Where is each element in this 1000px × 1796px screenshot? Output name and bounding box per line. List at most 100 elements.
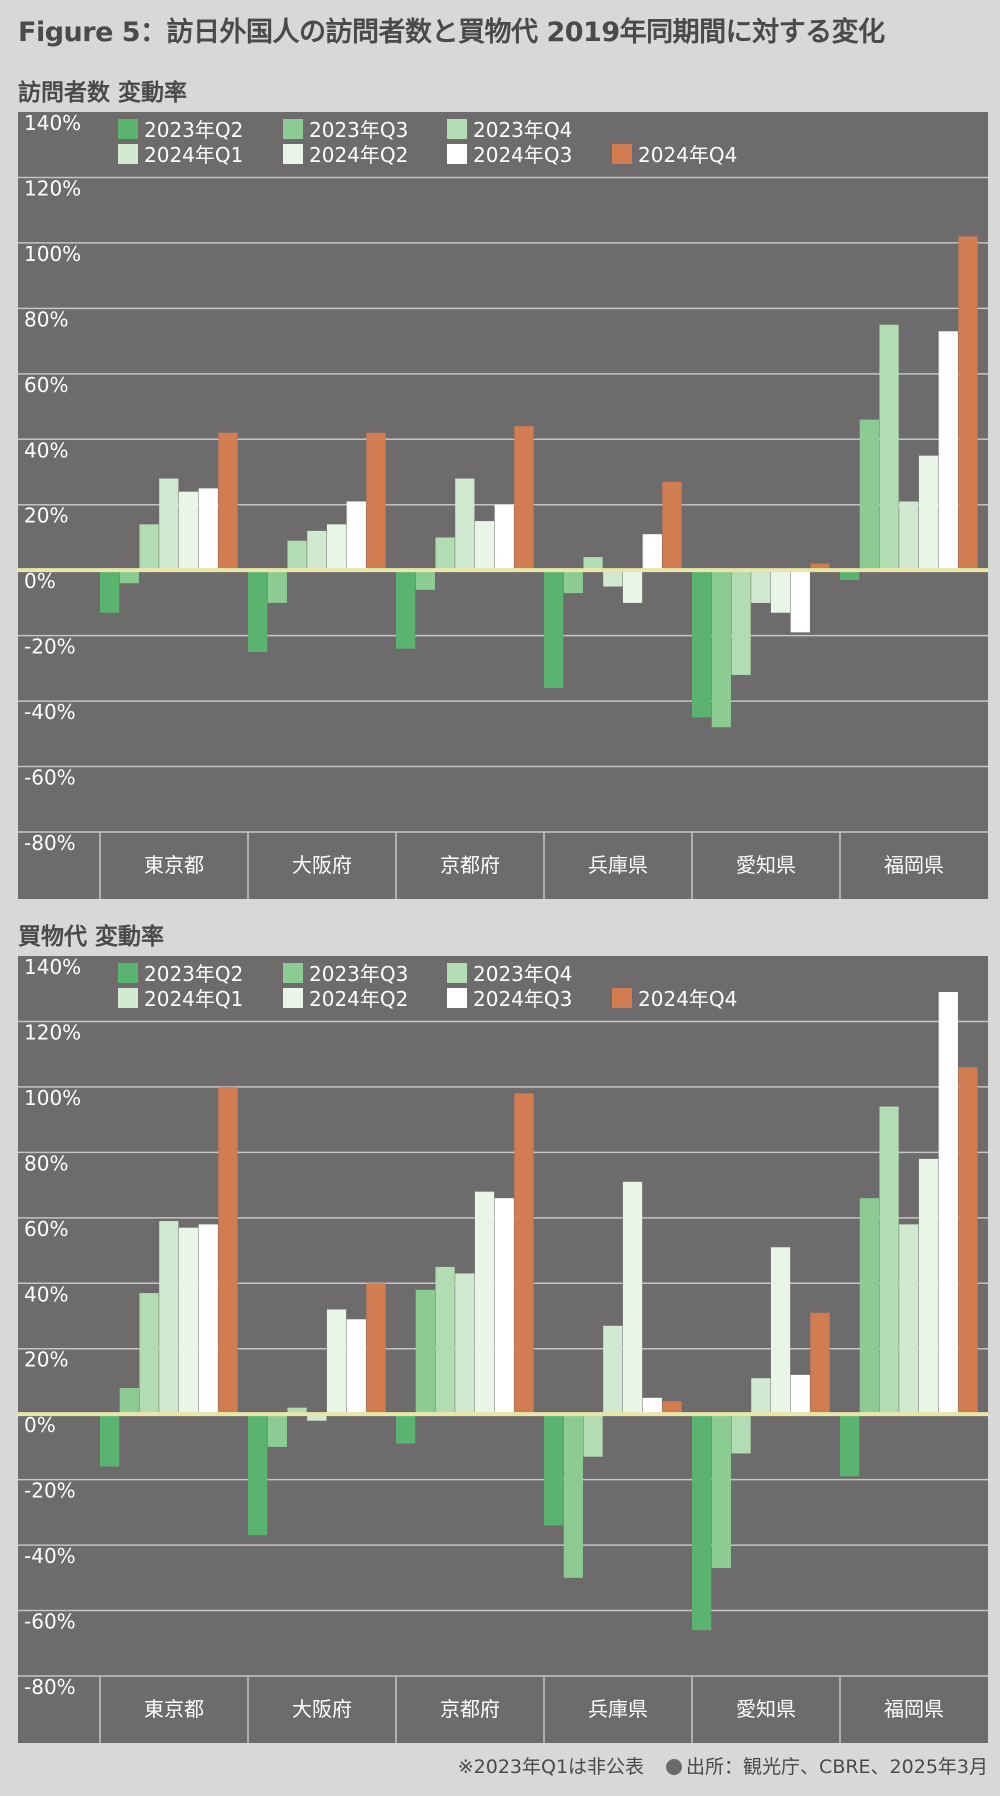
bar	[415, 1289, 435, 1415]
shopping-change-chart: 140% 120% 100% 80% 60% 40% 20% 0% -20% -40% -60% -8…	[18, 955, 988, 1743]
x-category-label: 東京都	[144, 1697, 204, 1721]
legend-swatch	[447, 144, 467, 164]
bar	[790, 1374, 810, 1415]
bar	[563, 570, 583, 594]
bar	[958, 236, 978, 571]
bar	[711, 1414, 731, 1568]
bar	[218, 1086, 238, 1415]
bar	[346, 1319, 366, 1415]
legend-label: 2024年Q1	[144, 987, 243, 1011]
bar	[751, 1378, 771, 1415]
bar	[514, 426, 534, 571]
y-tick-label: -80%	[24, 831, 76, 855]
x-category-label: 愛知県	[736, 853, 796, 877]
bar	[692, 570, 712, 718]
x-category-label: 京都府	[440, 853, 500, 877]
bar	[435, 1266, 455, 1415]
bar	[583, 1414, 603, 1457]
bar	[139, 524, 159, 571]
bar	[396, 570, 416, 649]
legend-label: 2024年Q3	[473, 987, 572, 1011]
y-tick-label: 140%	[24, 955, 81, 979]
legend-label: 2023年Q3	[309, 962, 408, 986]
chart-1-title: 訪問者数 変動率	[18, 80, 188, 106]
legend-label: 2024年Q2	[309, 143, 408, 167]
bar	[474, 521, 495, 571]
y-tick-label: -60%	[24, 766, 76, 790]
bar	[642, 1397, 662, 1415]
legend-label: 2023年Q3	[309, 118, 408, 142]
bar	[958, 1067, 978, 1415]
bar	[692, 1414, 712, 1631]
bar	[474, 1191, 495, 1415]
y-tick-label: -20%	[24, 635, 76, 659]
legend-label: 2023年Q4	[473, 118, 572, 142]
bar	[544, 1414, 564, 1526]
bar	[248, 570, 268, 652]
bar	[435, 537, 455, 571]
bar	[514, 1093, 534, 1415]
bar	[119, 570, 139, 584]
legend-swatch	[118, 988, 138, 1008]
y-tick-label: 80%	[24, 1151, 68, 1175]
y-tick-label: 40%	[24, 438, 68, 462]
bar	[731, 570, 751, 675]
bar	[731, 1414, 751, 1454]
legend-swatch	[283, 144, 303, 164]
legend-swatch	[447, 988, 467, 1008]
bar	[100, 570, 120, 613]
x-category-label: 兵庫県	[588, 853, 648, 877]
x-category-label: 京都府	[440, 1697, 500, 1721]
bar	[840, 570, 860, 580]
bar	[583, 557, 603, 571]
bar	[810, 563, 830, 571]
y-tick-label: 40%	[24, 1282, 68, 1306]
bar	[642, 534, 662, 571]
legend-swatch	[283, 988, 303, 1008]
bar	[622, 1181, 643, 1415]
bar	[899, 1224, 919, 1415]
bar	[455, 478, 475, 571]
bar	[810, 1312, 830, 1415]
y-tick-label: 100%	[24, 1086, 81, 1110]
legend-label: 2024年Q3	[473, 143, 572, 167]
y-tick-label: 140%	[24, 111, 81, 135]
legend-label: 2024年Q4	[638, 143, 737, 167]
legend-swatch	[612, 144, 632, 164]
bar	[544, 570, 564, 688]
bar	[938, 331, 958, 571]
visitors-change-chart: 140% 120% 100% 80% 60% 40% 20% 0% -20% -40% -60% -8…	[18, 111, 988, 899]
legend-swatch	[447, 963, 467, 983]
bar	[178, 491, 199, 571]
y-tick-label: 120%	[24, 176, 81, 200]
y-tick-label: -40%	[24, 700, 76, 724]
bar	[711, 570, 731, 728]
legend-label: 2024年Q4	[638, 987, 737, 1011]
bar	[770, 1247, 791, 1415]
bar	[918, 455, 939, 571]
bar	[918, 1158, 939, 1415]
bar	[287, 1407, 307, 1415]
bar	[346, 501, 366, 571]
bar	[790, 570, 810, 633]
y-tick-label: 120%	[24, 1020, 81, 1044]
bar	[366, 1283, 386, 1415]
y-tick-label: 0%	[24, 569, 56, 593]
bar	[662, 481, 682, 571]
y-tick-label: 60%	[24, 373, 68, 397]
y-tick-label: -20%	[24, 1479, 76, 1503]
legend-label: 2024年Q2	[309, 987, 408, 1011]
bar	[307, 530, 327, 571]
footer-note: ※2023年Q1は非公表	[457, 1756, 645, 1778]
x-category-label: 福岡県	[884, 853, 944, 877]
bar	[267, 570, 287, 603]
bar	[198, 488, 218, 571]
bar	[119, 1388, 139, 1415]
legend-swatch	[447, 119, 467, 139]
bullet-icon	[666, 1759, 683, 1775]
bar	[287, 540, 307, 571]
bar	[326, 1309, 347, 1415]
legend-label: 2023年Q2	[144, 962, 243, 986]
bar	[159, 1221, 179, 1415]
footer: ※2023年Q1は非公表 出所：観光庁、CBRE、2025年3月	[0, 1752, 988, 1779]
